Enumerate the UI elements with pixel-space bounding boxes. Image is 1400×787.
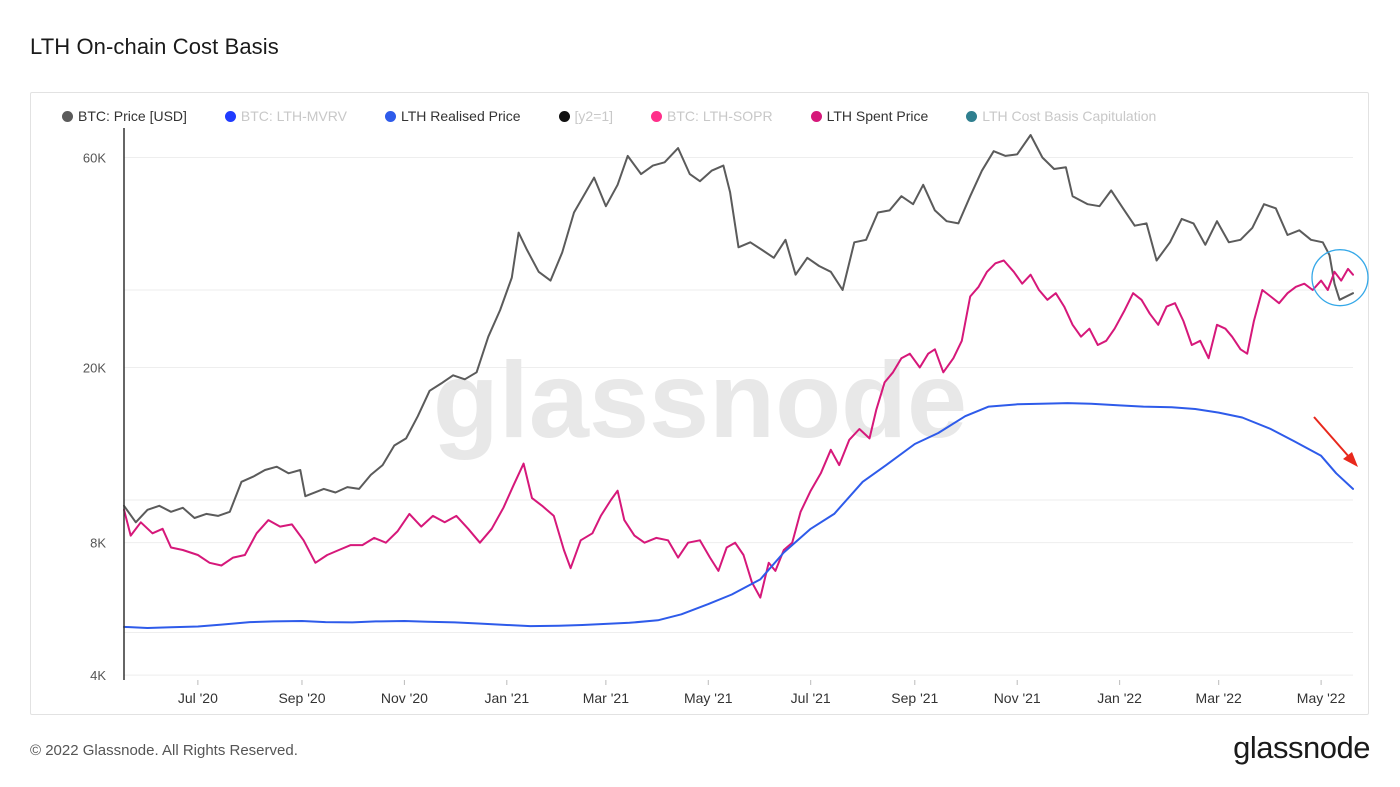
legend-dot-icon [224,110,236,122]
legend-dot-icon [966,110,978,122]
chart-frame [30,92,1369,715]
chart-title: LTH On-chain Cost Basis [30,34,279,59]
legend-label: LTH Cost Basis Capitulation [982,108,1157,124]
chart-legend: BTC: Price [USD] BTC: LTH-MVRV LTH Reali… [62,106,1194,126]
grid-lines [124,156,1353,676]
axes: 4K 8K 20K 60K Jul '20 Sep '20 Nov '20 Jan '21 Ma… [83,128,1346,706]
legend-label: [y2=1] [574,108,614,124]
y-tick-label: 60K [83,150,106,165]
x-tick-label: May '22 [1297,690,1346,706]
x-tick-label: Mar '21 [583,690,629,706]
x-tick-label: Mar '22 [1196,690,1242,706]
copyright-footer: © 2022 Glassnode. All Rights Reserved. [30,742,298,759]
y-tick-label: 4K [90,668,106,683]
x-tick-label: Nov '20 [381,690,428,706]
x-tick-label: May '21 [684,690,733,706]
brand-logo: glassnode [1233,730,1370,765]
legend-item-lth-mvrv[interactable]: BTC: LTH-MVRV [224,108,347,124]
legend-label: BTC: LTH-MVRV [240,108,347,124]
legend-item-lth-cost-basis-capitulation[interactable]: LTH Cost Basis Capitulation [966,108,1156,124]
legend-label: LTH Spent Price [826,108,929,124]
legend-item-lth-spent-price[interactable]: LTH Spent Price [810,108,929,124]
legend-dot-icon [651,110,663,122]
legend-label: BTC: LTH-SOPR [667,108,773,124]
x-tick-label: Jan '22 [1097,690,1142,706]
x-tick-label: Jan '21 [484,690,529,706]
legend-dot-icon [62,110,73,122]
watermark: glassnode [433,339,967,460]
highlight-circle-annotation [1311,249,1369,307]
annotations [1311,249,1369,467]
series-line-btc-price-usd [123,134,1354,524]
red-arrowhead-annotation [1343,452,1358,467]
legend-dot-icon [810,110,822,122]
x-tick-label: Sep '20 [278,690,325,706]
legend-item-btc-price[interactable]: BTC: Price [USD] [62,108,187,124]
series-line-lth-realised-price [123,402,1354,629]
legend-dot-icon [558,110,570,122]
legend-item-y2[interactable]: [y2=1] [558,108,614,124]
x-tick-label: Jul '20 [178,690,218,706]
x-tick-label: Nov '21 [994,690,1041,706]
legend-item-lth-sopr[interactable]: BTC: LTH-SOPR [651,108,773,124]
red-arrow-annotation [1313,416,1351,459]
legend-dot-icon [384,110,396,122]
legend-label: BTC: Price [USD] [78,108,187,124]
legend-item-lth-realised-price[interactable]: LTH Realised Price [384,108,521,124]
x-tick-label: Sep '21 [891,690,938,706]
x-tick-label: Jul '21 [791,690,831,706]
legend-label: LTH Realised Price [400,108,521,124]
series-group [123,134,1354,629]
y-tick-label: 20K [83,360,106,375]
y-tick-label: 8K [90,536,106,551]
series-line-lth-spent-price [123,259,1354,599]
